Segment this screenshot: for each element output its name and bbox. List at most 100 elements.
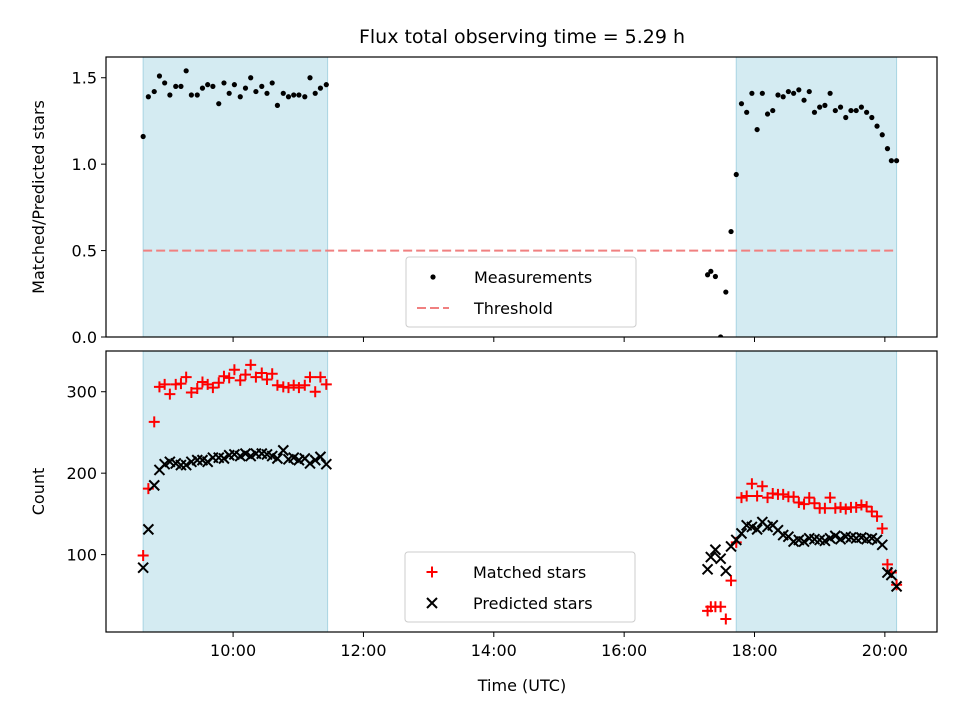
measurements-point [884,146,891,152]
measurements-legend-swatch [430,274,436,280]
measurements-point [317,85,324,91]
measurements-point [864,109,870,115]
matched-stars-point [153,381,165,393]
shaded-interval-1 [142,350,329,633]
measurements-point [796,87,802,93]
matched-stars-point [871,510,883,522]
measurements-point [791,90,797,96]
matched-stars-point [808,497,820,509]
measurements-point [274,102,281,108]
matched-stars-point [191,382,203,394]
y-tick-label: 1.0 [72,155,97,174]
measurements-point [242,85,249,91]
measurements-point [162,80,168,86]
matched-stars-point [840,503,852,515]
matched-stars-point [756,480,768,492]
matched-stars-point [293,382,305,394]
measurements-point [183,68,189,74]
matched-stars-point [175,378,187,390]
matched-stars-point [798,498,810,510]
measurements-point [194,92,200,98]
measurements-point [728,228,734,235]
measurements-point [259,83,265,89]
bottom-y-axis-label: Count [29,468,48,516]
matched-stars-point [218,370,230,382]
y-tick-label: 0.5 [72,242,97,261]
matched-stars-point [819,502,831,514]
x-tick-label: 20:00 [862,641,908,660]
predicted-stars-point [304,457,316,470]
shaded-interval-1 [142,56,329,338]
predicted-stars-point [175,459,187,471]
matched-stars-point [715,601,727,613]
measurements-point [285,94,292,100]
shaded-interval-2 [735,56,898,338]
matched-stars-legend-swatch [426,566,438,578]
matched-stars-point [266,368,278,380]
measurements-point [291,92,297,98]
measurements-point [785,88,791,95]
top-legend: Measurements Threshold [405,256,637,328]
measurements-point [888,158,894,164]
measurements-point [754,126,760,133]
predicted-stars-point [142,523,155,536]
measurements-point [893,158,900,164]
matched-stars-point [164,388,176,400]
matched-stars-point [304,371,316,383]
measurements-point [264,90,270,96]
measurements-point [858,104,864,110]
predicted-stars-point [890,580,903,593]
matched-stars-point [228,364,240,376]
predicted-stars-point [829,530,842,542]
measurements-point [708,268,714,274]
predicted-stars-point [705,551,717,563]
measurements-point [733,171,739,178]
predicted-stars-point [701,563,714,575]
matched-stars-legend-label: Matched stars [473,563,586,582]
predicted-stars-point [751,523,763,536]
matched-stars-point [720,613,732,625]
measurements-point [269,80,275,86]
measurements-point [843,114,849,121]
measurements-point [323,82,329,88]
matched-stars-point [855,499,867,511]
matched-stars-point [245,359,257,371]
measurements-point [879,132,885,138]
bottom-legend: Matched stars Predicted stars [404,551,636,623]
x-axis-label: Time (UTC) [477,676,566,695]
predicted-stars-point [191,454,203,466]
matched-stars-point [835,501,847,513]
matched-stars-point [234,374,246,386]
measurements-point [205,82,211,88]
matched-stars-point [881,558,893,570]
matched-stars-point [803,492,815,504]
matched-stars-point [788,491,800,503]
x-tick-label: 14:00 [471,641,517,660]
legend-box [404,551,636,623]
measurements-point [280,90,286,96]
matched-stars-point [824,492,836,504]
threshold-legend-label: Threshold [473,299,553,318]
matched-stars-point [148,416,160,428]
matched-stars-point [256,367,268,379]
x-tick-label: 16:00 [601,641,647,660]
measurements-point [770,107,776,114]
y-tick-label: 300 [66,383,97,402]
predicted-stars-legend-label: Predicted stars [473,594,593,613]
matched-stars-point [196,376,208,388]
predicted-stars-point [735,527,748,540]
measurements-point [167,92,173,98]
measurements-legend-label: Measurements [474,268,592,287]
measurements-point [853,107,859,114]
matched-stars-point [207,382,219,394]
matched-stars-point [288,379,300,391]
matched-stars-point [309,386,321,398]
matched-stars-point [735,492,747,504]
predicted-stars-point [148,479,160,492]
predicted-stars-point [720,565,732,577]
measurements-point [296,92,302,98]
matched-stars-point [137,549,149,561]
measurements-point [712,273,719,280]
matched-stars-point [751,490,763,502]
